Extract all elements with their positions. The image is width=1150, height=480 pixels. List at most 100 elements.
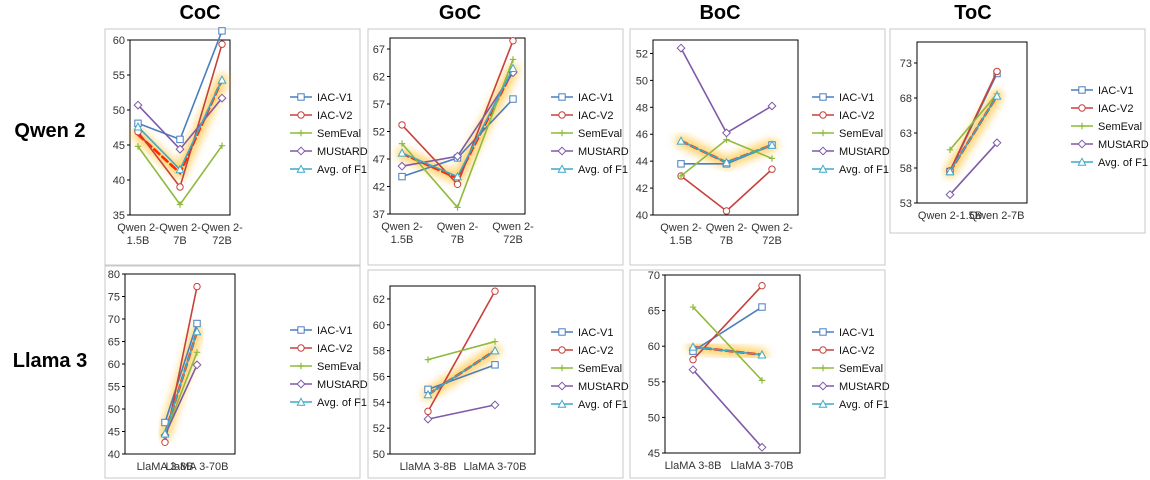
column-title-coc: CoC — [179, 2, 221, 24]
legend-marker-mustard — [818, 381, 828, 391]
y-tick-label: 70 — [648, 270, 660, 282]
legend-label-iac-v1: IAC-V1 — [1098, 85, 1133, 97]
x-tick-label: 72B — [212, 235, 232, 247]
data-point-iac-v2 — [424, 407, 432, 416]
data-point-semeval — [491, 338, 499, 345]
data-point-semeval — [723, 136, 730, 143]
x-tick-label: 1.5B — [391, 234, 414, 246]
y-tick-label: 58 — [373, 346, 385, 358]
legend-marker-iac-v1 — [558, 328, 566, 336]
plot-area — [664, 274, 801, 454]
y-tick-label: 50 — [636, 75, 648, 87]
data-point-iac-v1 — [176, 135, 184, 144]
y-tick-label: 68 — [900, 93, 912, 105]
data-point-avg-of-f1 — [757, 349, 767, 359]
y-tick-label: 55 — [113, 70, 125, 82]
data-point-mustard — [757, 442, 767, 452]
series-line-avg-of-f1 — [949, 95, 998, 172]
chart-llama-goc: 50 52 54 56 58 60 62 LlaMA 3-8B LlaMA 3-70B IAC-V… — [367, 269, 629, 479]
x-tick-label: Qwen 2- — [201, 222, 243, 234]
legend-marker-mustard — [296, 146, 306, 156]
y-tick-label: 50 — [373, 449, 385, 461]
legend-marker-avg-of-f1 — [296, 397, 306, 406]
x-tick-label: Qwen 2- — [159, 222, 201, 234]
y-tick-label: 57 — [373, 99, 385, 111]
legend-marker-iac-v2 — [297, 111, 305, 119]
legend-marker-semeval — [819, 364, 827, 372]
legend-marker-iac-v2 — [1078, 104, 1086, 112]
series-line-mustard — [164, 364, 198, 436]
legend-marker-iac-v1 — [297, 326, 305, 334]
data-point-avg-of-f1 — [397, 148, 407, 157]
legend-marker-semeval — [297, 129, 305, 137]
legend-marker-avg-of-f1 — [296, 164, 306, 173]
x-tick-label: 1.5B — [127, 235, 150, 247]
plot-area — [652, 39, 799, 216]
data-point-avg-of-f1 — [133, 122, 143, 131]
y-tick-label: 40 — [108, 449, 120, 461]
y-tick-label: 40 — [113, 175, 125, 187]
legend-marker-semeval — [558, 364, 566, 372]
legend-marker-avg-of-f1 — [818, 164, 828, 173]
legend-marker-iac-v1 — [297, 93, 305, 101]
legend-marker-mustard — [296, 379, 306, 389]
legend-marker-avg-of-f1 — [1077, 157, 1087, 166]
legend-marker-iac-v2 — [819, 346, 827, 354]
y-tick-label: 60 — [113, 35, 125, 47]
legend-label-mustard: MUStARD — [839, 146, 890, 158]
data-point-avg-of-f1 — [423, 389, 433, 399]
x-tick-label: 1.5B — [670, 235, 693, 247]
data-point-avg-of-f1 — [490, 345, 500, 355]
y-tick-label: 60 — [373, 320, 385, 332]
x-tick-label: Qwen 2-7B — [969, 210, 1024, 222]
data-point-mustard — [721, 128, 732, 138]
data-point-iac-v2 — [193, 282, 201, 291]
data-point-iac-v2 — [509, 37, 517, 45]
series-line-iac-v1 — [427, 364, 496, 391]
y-tick-label: 55 — [648, 377, 660, 389]
y-tick-label: 55 — [108, 382, 120, 394]
y-tick-label: 54 — [373, 397, 385, 409]
y-tick-label: 50 — [108, 404, 120, 416]
series-line-avg-of-f1 — [164, 331, 198, 434]
legend-marker-iac-v2 — [819, 111, 827, 119]
data-point-avg-of-f1 — [508, 63, 518, 72]
data-point-iac-v1 — [491, 361, 499, 369]
data-point-avg-of-f1 — [160, 428, 170, 438]
legend-label-iac-v1: IAC-V1 — [839, 327, 874, 339]
x-tick-label: 72B — [762, 235, 782, 247]
y-tick-label: 62 — [373, 294, 385, 306]
series-line-semeval — [427, 340, 496, 361]
legend-label-semeval: SemEval — [317, 361, 361, 373]
data-point-iac-v1 — [509, 95, 517, 103]
legend-label-avg-of-f1: Avg. of F1 — [578, 399, 628, 411]
y-tick-label: 52 — [636, 48, 648, 60]
y-tick-label: 65 — [648, 306, 660, 318]
x-tick-label: Qwen 2- — [660, 222, 702, 234]
data-point-semeval — [454, 204, 461, 211]
legend-label-avg-of-f1: Avg. of F1 — [839, 399, 889, 411]
legend-marker-semeval — [558, 129, 566, 137]
data-point-iac-v2 — [722, 207, 731, 215]
legend-marker-semeval — [1078, 122, 1086, 130]
data-point-mustard — [217, 93, 227, 103]
series-line-mustard — [692, 369, 763, 448]
row-title-qwen-2: Qwen 2 — [14, 120, 86, 142]
legend-label-mustard: MUStARD — [1098, 139, 1149, 151]
x-tick-label: 7B — [451, 234, 464, 246]
data-point-mustard — [423, 414, 433, 424]
data-point-iac-v2 — [398, 121, 406, 129]
y-tick-label: 50 — [648, 412, 660, 424]
y-tick-label: 53 — [900, 198, 912, 210]
legend-label-mustard: MUStARD — [317, 379, 368, 391]
legend-marker-iac-v1 — [819, 93, 827, 101]
legend-marker-iac-v1 — [1078, 86, 1086, 94]
series-line-iac-v2 — [692, 285, 763, 361]
legend-label-iac-v1: IAC-V1 — [317, 92, 352, 104]
legend-label-iac-v2: IAC-V2 — [1098, 103, 1133, 115]
